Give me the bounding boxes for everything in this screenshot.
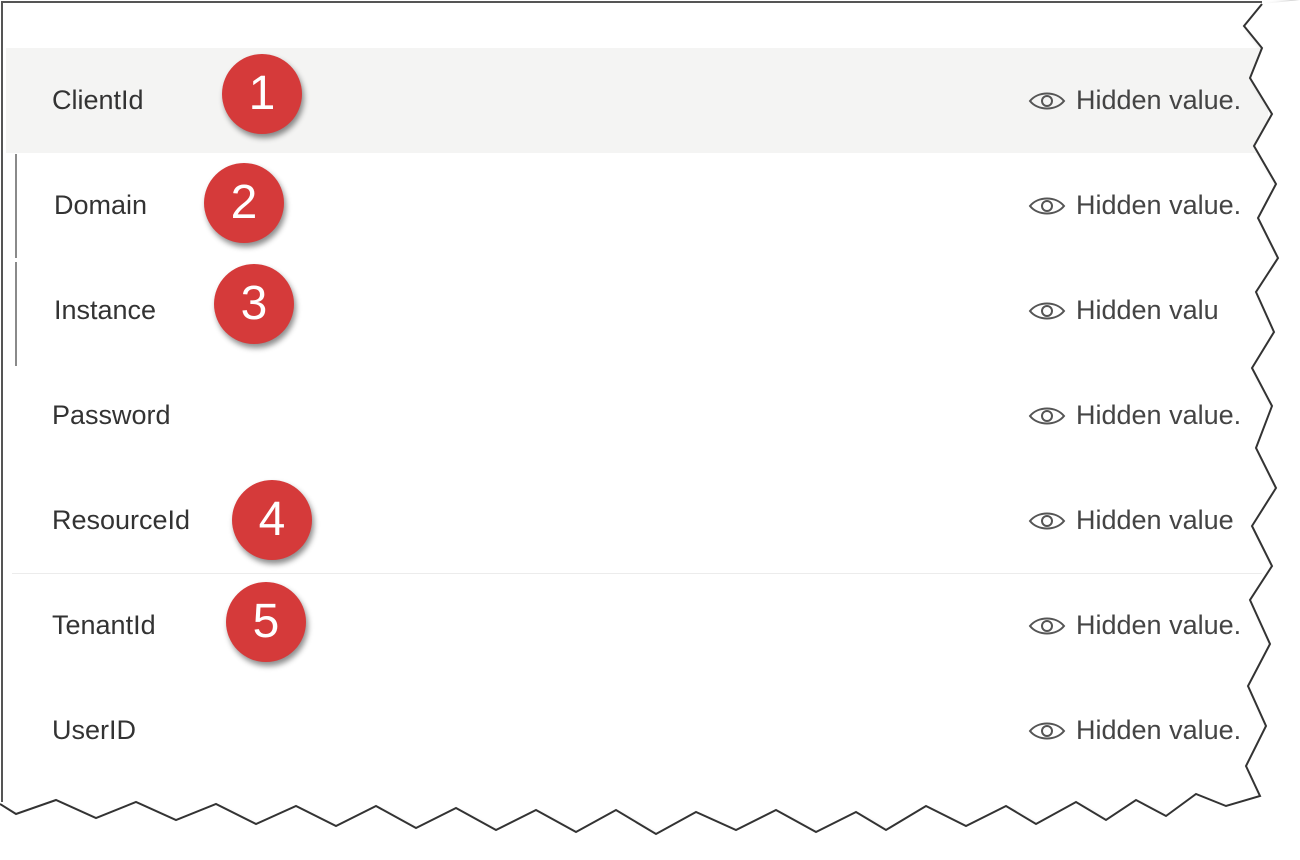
eye-icon bbox=[1028, 617, 1066, 634]
list-row-clientid[interactable]: ClientId Hidden value. bbox=[6, 48, 1268, 153]
eye-icon bbox=[1028, 407, 1066, 424]
row-divider bbox=[12, 573, 1262, 574]
setting-name: TenantId bbox=[52, 610, 156, 640]
callout-badge-5: 5 bbox=[226, 582, 306, 662]
settings-list: ClientId Hidden value. Domain Hidden val… bbox=[6, 6, 1296, 796]
hidden-value[interactable]: Hidden valu bbox=[1028, 258, 1219, 363]
list-row-password[interactable]: Password Hidden value. bbox=[6, 363, 1268, 468]
hidden-value-text: Hidden value. bbox=[1076, 85, 1242, 115]
eye-icon bbox=[1028, 92, 1066, 109]
hidden-value[interactable]: Hidden value bbox=[1028, 468, 1234, 573]
setting-name: UserID bbox=[52, 715, 137, 745]
list-row-instance[interactable]: Instance Hidden valu bbox=[6, 258, 1268, 363]
hidden-value[interactable]: Hidden value. bbox=[1028, 573, 1241, 678]
eye-icon bbox=[1028, 722, 1066, 739]
hidden-value-text: Hidden value bbox=[1076, 505, 1234, 535]
setting-name: ResourceId bbox=[52, 505, 191, 535]
setting-name: Domain bbox=[54, 190, 148, 220]
callout-badge-3: 3 bbox=[214, 264, 294, 344]
list-row-resourceid[interactable]: ResourceId Hidden value bbox=[6, 468, 1268, 573]
setting-name: ClientId bbox=[52, 85, 144, 115]
callout-badge-1: 1 bbox=[222, 54, 302, 134]
hidden-value[interactable]: Hidden value. bbox=[1028, 153, 1241, 258]
eye-icon bbox=[1028, 512, 1066, 529]
hidden-value[interactable]: Hidden value. bbox=[1028, 678, 1241, 783]
setting-name: Instance bbox=[54, 295, 157, 325]
row-focus-bar bbox=[15, 262, 17, 366]
hidden-value-text: Hidden value. bbox=[1076, 610, 1242, 640]
callout-badge-4: 4 bbox=[232, 480, 312, 560]
list-row-domain[interactable]: Domain Hidden value. bbox=[6, 153, 1268, 258]
list-row-tenantid[interactable]: TenantId Hidden value. bbox=[6, 573, 1268, 678]
hidden-value-text: Hidden value. bbox=[1076, 190, 1242, 220]
eye-icon bbox=[1028, 197, 1066, 214]
eye-icon bbox=[1028, 302, 1066, 319]
hidden-value-text: Hidden value. bbox=[1076, 400, 1242, 430]
hidden-value[interactable]: Hidden value. bbox=[1028, 48, 1241, 153]
hidden-value[interactable]: Hidden value. bbox=[1028, 363, 1241, 468]
hidden-value-text: Hidden valu bbox=[1076, 295, 1219, 325]
hidden-value-text: Hidden value. bbox=[1076, 715, 1242, 745]
row-focus-bar bbox=[15, 154, 17, 258]
callout-badge-2: 2 bbox=[204, 163, 284, 243]
list-row-userid[interactable]: UserID Hidden value. bbox=[6, 678, 1268, 783]
setting-name: Password bbox=[52, 400, 171, 430]
